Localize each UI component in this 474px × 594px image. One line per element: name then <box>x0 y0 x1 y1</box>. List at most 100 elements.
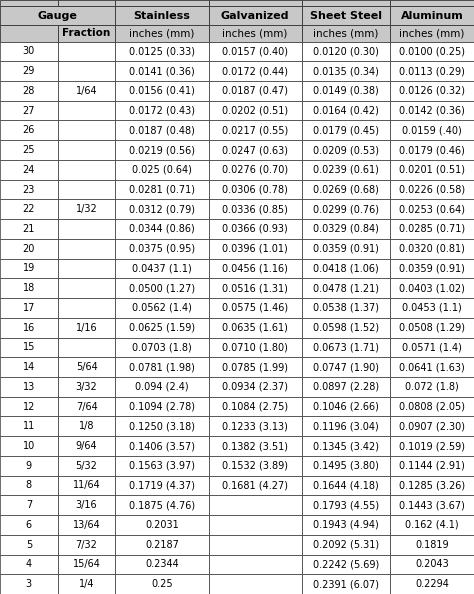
Bar <box>390 61 474 81</box>
Text: 0.0710 (1.80): 0.0710 (1.80) <box>222 342 288 352</box>
Bar <box>302 298 390 318</box>
Bar <box>0 515 58 535</box>
Text: 0.1345 (3.42): 0.1345 (3.42) <box>313 441 379 451</box>
Text: 10: 10 <box>23 441 35 451</box>
Text: 0.0172 (0.43): 0.0172 (0.43) <box>129 106 195 116</box>
Bar <box>116 239 209 258</box>
Bar <box>0 436 58 456</box>
Text: 0.0359 (0.91): 0.0359 (0.91) <box>399 264 465 273</box>
Bar <box>390 337 474 357</box>
Bar <box>390 25 474 42</box>
Text: 0.1793 (4.55): 0.1793 (4.55) <box>313 500 379 510</box>
Bar <box>58 318 116 337</box>
Text: 0.1046 (2.66): 0.1046 (2.66) <box>313 402 379 412</box>
Text: 0.0253 (0.64): 0.0253 (0.64) <box>399 204 465 214</box>
Bar <box>209 476 302 495</box>
Text: 28: 28 <box>23 86 35 96</box>
Bar <box>302 42 390 61</box>
Text: 0.1532 (3.89): 0.1532 (3.89) <box>222 461 288 471</box>
Text: 0.0281 (0.71): 0.0281 (0.71) <box>129 185 195 194</box>
Bar <box>0 377 58 397</box>
Bar <box>0 25 58 42</box>
Bar <box>302 0 390 6</box>
Text: 0.072 (1.8): 0.072 (1.8) <box>405 382 459 392</box>
Bar <box>390 121 474 140</box>
Text: 0.1233 (3.13): 0.1233 (3.13) <box>222 421 288 431</box>
Bar <box>116 357 209 377</box>
Bar <box>0 476 58 495</box>
Bar <box>58 179 116 200</box>
Bar <box>116 219 209 239</box>
Bar <box>390 6 474 25</box>
Text: 0.0907 (2.30): 0.0907 (2.30) <box>399 421 465 431</box>
Text: 0.0781 (1.98): 0.0781 (1.98) <box>129 362 195 372</box>
Bar <box>302 377 390 397</box>
Text: 0.2294: 0.2294 <box>415 579 449 589</box>
Bar <box>116 0 209 6</box>
Text: 0.0375 (0.95): 0.0375 (0.95) <box>129 244 195 254</box>
Bar <box>116 298 209 318</box>
Bar <box>390 515 474 535</box>
Bar <box>116 495 209 515</box>
Text: 0.0785 (1.99): 0.0785 (1.99) <box>222 362 288 372</box>
Bar <box>58 140 116 160</box>
Text: 0.1875 (4.76): 0.1875 (4.76) <box>129 500 195 510</box>
Text: 0.0159 (.40): 0.0159 (.40) <box>402 125 462 135</box>
Text: 0.0209 (0.53): 0.0209 (0.53) <box>313 145 379 155</box>
Text: Stainless: Stainless <box>134 11 191 21</box>
Bar <box>58 279 116 298</box>
Bar <box>302 6 390 25</box>
Bar <box>209 179 302 200</box>
Text: 21: 21 <box>23 224 35 234</box>
Text: 13/64: 13/64 <box>73 520 100 530</box>
Bar <box>302 200 390 219</box>
Text: 0.1563 (3.97): 0.1563 (3.97) <box>129 461 195 471</box>
Bar <box>116 574 209 594</box>
Text: 0.094 (2.4): 0.094 (2.4) <box>135 382 189 392</box>
Text: Aluminum: Aluminum <box>401 11 464 21</box>
Text: 0.0403 (1.02): 0.0403 (1.02) <box>399 283 465 293</box>
Bar <box>58 81 116 101</box>
Bar <box>390 397 474 416</box>
Text: 13: 13 <box>23 382 35 392</box>
Bar <box>302 337 390 357</box>
Bar <box>209 357 302 377</box>
Text: 0.1285 (3.26): 0.1285 (3.26) <box>399 481 465 491</box>
Text: 0.025 (0.64): 0.025 (0.64) <box>132 165 192 175</box>
Text: 0.0247 (0.63): 0.0247 (0.63) <box>222 145 288 155</box>
Bar <box>58 337 116 357</box>
Text: 0.2344: 0.2344 <box>145 560 179 570</box>
Text: 9/64: 9/64 <box>76 441 98 451</box>
Text: 0.1406 (3.57): 0.1406 (3.57) <box>129 441 195 451</box>
Bar <box>302 179 390 200</box>
Text: 0.0456 (1.16): 0.0456 (1.16) <box>222 264 288 273</box>
Text: 7: 7 <box>26 500 32 510</box>
Bar <box>302 456 390 476</box>
Bar <box>209 318 302 337</box>
Bar <box>390 200 474 219</box>
Bar <box>116 25 209 42</box>
Text: 5: 5 <box>26 540 32 549</box>
Text: 0.0453 (1.1): 0.0453 (1.1) <box>402 303 462 313</box>
Bar <box>302 574 390 594</box>
Bar <box>390 535 474 555</box>
Text: 0.0516 (1.31): 0.0516 (1.31) <box>222 283 288 293</box>
Bar <box>302 318 390 337</box>
Text: 0.2391 (6.07): 0.2391 (6.07) <box>313 579 379 589</box>
Text: 0.0120 (0.30): 0.0120 (0.30) <box>313 46 379 56</box>
Text: 0.1443 (3.67): 0.1443 (3.67) <box>399 500 465 510</box>
Bar <box>302 515 390 535</box>
Text: 0.0100 (0.25): 0.0100 (0.25) <box>399 46 465 56</box>
Bar <box>116 81 209 101</box>
Bar <box>0 0 58 6</box>
Bar <box>0 121 58 140</box>
Text: 0.0125 (0.33): 0.0125 (0.33) <box>129 46 195 56</box>
Bar <box>302 476 390 495</box>
Text: 30: 30 <box>23 46 35 56</box>
Text: 0.0508 (1.29): 0.0508 (1.29) <box>399 323 465 333</box>
Text: 0.1719 (4.37): 0.1719 (4.37) <box>129 481 195 491</box>
Bar <box>0 535 58 555</box>
Text: 0.0478 (1.21): 0.0478 (1.21) <box>313 283 379 293</box>
Text: 0.0673 (1.71): 0.0673 (1.71) <box>313 342 379 352</box>
Text: 23: 23 <box>23 185 35 194</box>
